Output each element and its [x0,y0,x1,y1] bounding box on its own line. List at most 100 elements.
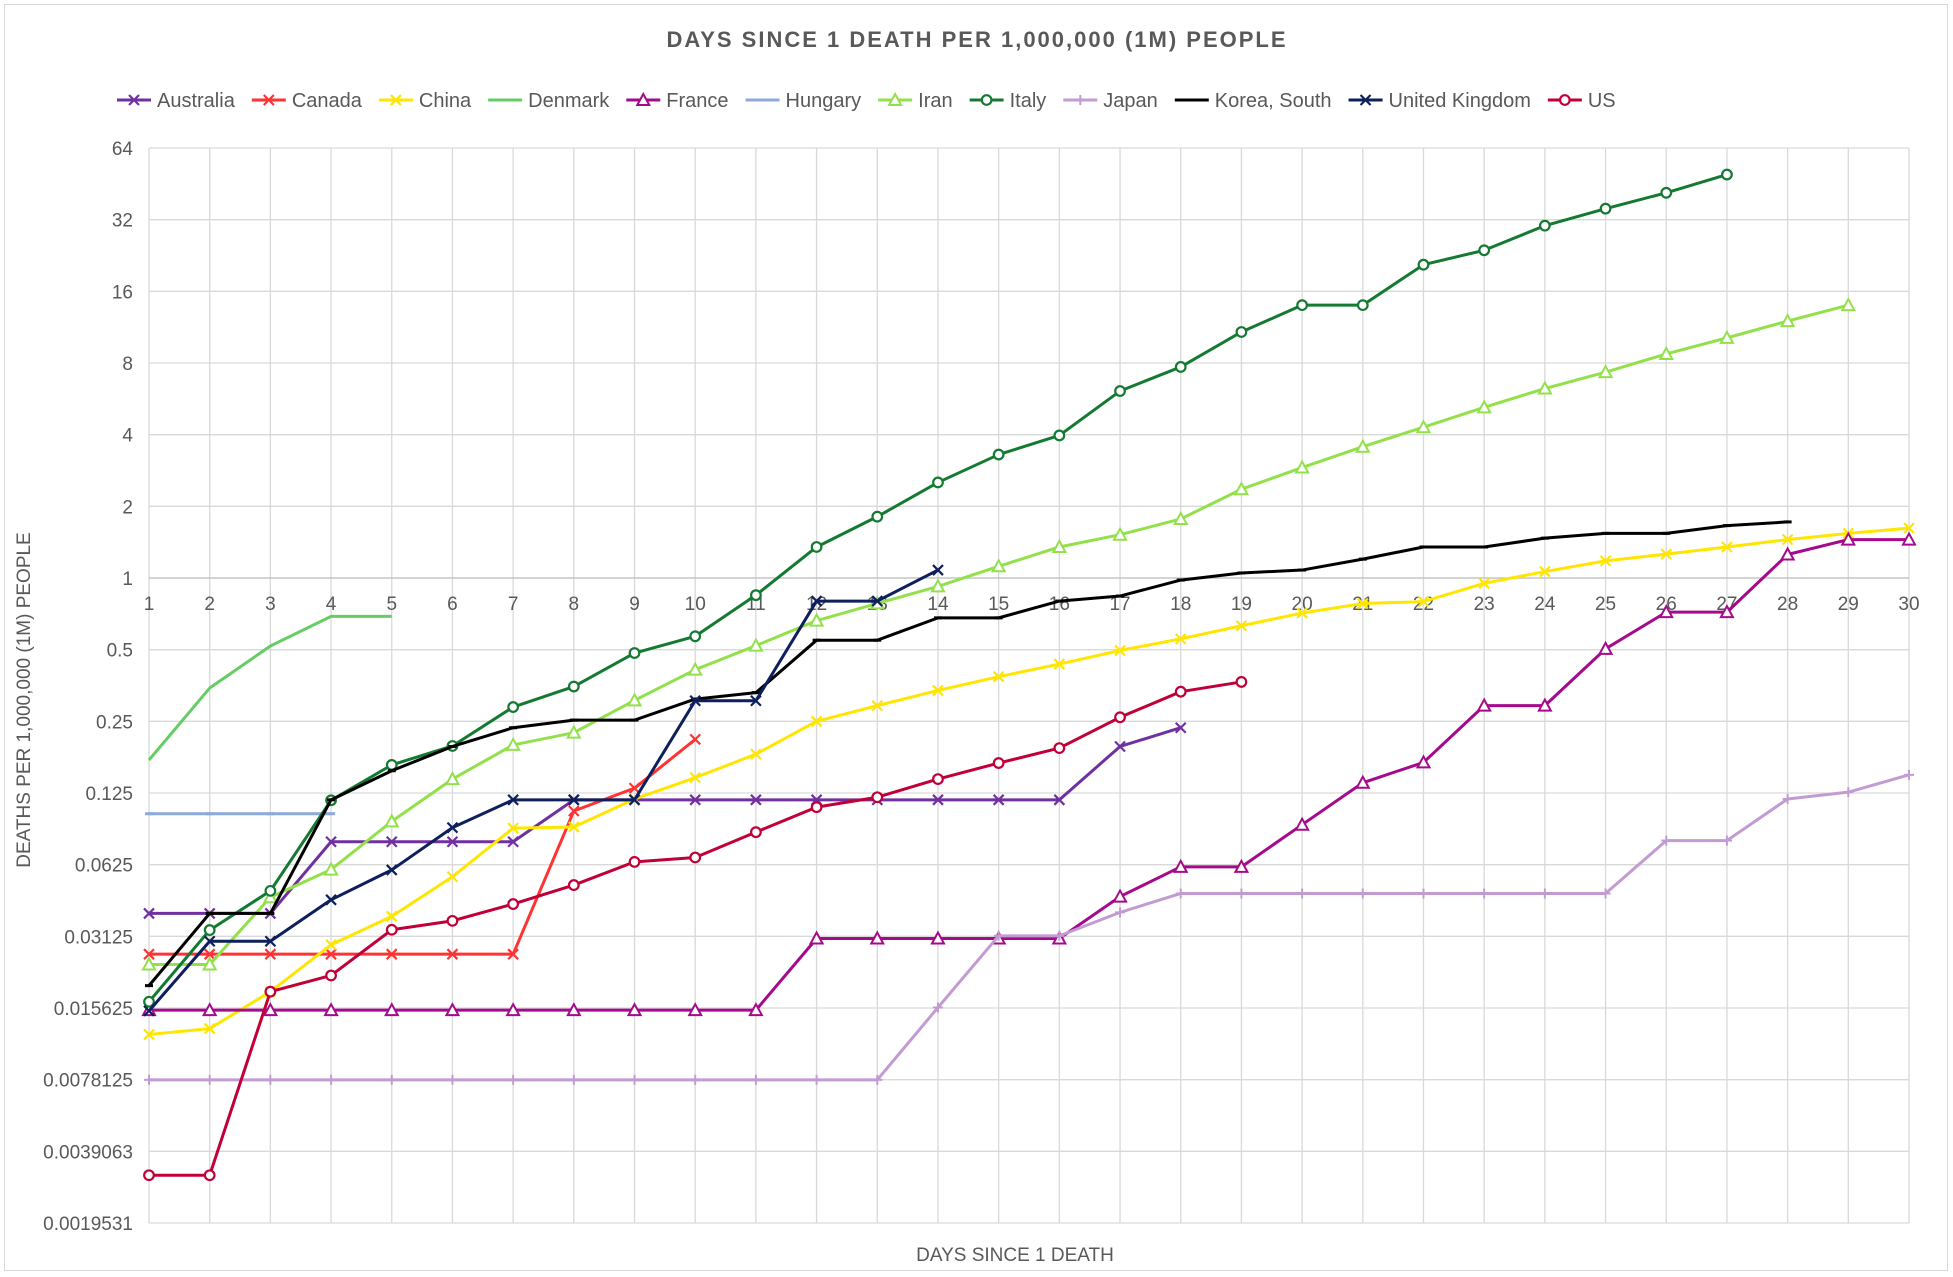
data-point-australia [446,835,459,848]
data-point-canada [568,805,580,817]
data-point-china [1781,533,1794,546]
legend-item-canada: Canada [251,90,363,112]
data-point-iran [748,637,764,652]
data-point-australia [143,907,155,920]
data-point-china [325,938,337,951]
legend-marker [1359,94,1372,106]
data-point-italy [1114,385,1126,397]
series-us [143,676,1248,1182]
data-point-us [325,969,337,982]
x-tick-label: 5 [386,594,397,615]
chart-title: DAYS SINCE 1 DEATH PER 1,000,000 (1M) PE… [666,27,1287,52]
data-point-china [143,1028,155,1041]
x-tick-label: 7 [508,594,519,615]
y-tick-label: 0.0039063 [43,1142,133,1163]
y-tick-label: 0.0625 [75,856,133,877]
data-point-australia [1114,740,1126,753]
data-point-australia [689,794,701,806]
data-point-france [808,930,825,945]
data-point-china [1903,522,1915,534]
data-point-australia [507,835,519,848]
data-point-us [1114,711,1126,724]
data-point-iran [323,861,339,876]
data-point-japan [1479,888,1490,899]
data-point-china [385,910,398,923]
data-point-australia [385,835,398,848]
data-point-france [1901,531,1917,546]
x-tick-label: 4 [326,594,337,615]
y-tick-label: 8 [122,354,133,375]
data-point-us [567,879,580,891]
data-point-china [1114,644,1126,657]
x-tick-label: 24 [1534,594,1556,615]
x-tick-label: 10 [685,594,706,615]
legend-marker [390,94,402,106]
data-point-united-kingdom [203,935,216,948]
data-point-china [871,699,884,712]
data-point-italy [1356,299,1369,312]
data-point-china [568,821,580,833]
data-point-iran [1658,345,1674,360]
data-point-australia [932,794,944,806]
data-point-china [1539,565,1551,578]
x-tick-label: 15 [988,594,1009,615]
data-point-china [992,670,1005,683]
data-point-italy [871,510,884,523]
data-point-france [323,1002,339,1017]
legend-label: United Kingdom [1389,90,1531,112]
y-tick-label: 0.5 [107,641,133,662]
data-point-italy [1721,168,1733,181]
data-point-france [1173,858,1189,873]
data-point-us [507,898,520,910]
x-tick-label: 17 [1109,594,1130,615]
data-point-iran [626,692,643,707]
y-axis-tick-labels: 64 32 16 8 4 2 1 0.5 0.25 0.125 0.0625 0.03125 0.015… [43,139,133,1235]
data-point-united-kingdom [325,894,337,906]
data-point-italy [1053,429,1066,442]
data-point-france [1840,531,1856,546]
data-point-italy [1174,361,1187,373]
y-tick-label: 0.015625 [54,999,133,1020]
data-point-us [1053,742,1066,754]
data-point-japan [1539,888,1550,899]
x-tick-label: 2 [204,594,215,615]
data-point-canada [325,948,337,960]
legend-label: Italy [1010,90,1047,112]
data-point-iran [1476,399,1492,414]
data-point-iran [1415,419,1432,434]
legend: Australia Canada China Denmark France Hungary… [117,90,1616,112]
data-point-canada [203,948,216,960]
data-point-japan [1782,793,1793,804]
data-point-italy [749,589,762,602]
series-line-united-kingdom [147,568,939,1012]
data-point-china [1053,658,1066,670]
series-line-canada [149,738,697,956]
x-tick-label: 30 [1898,594,1919,615]
legend-item-italy: Italy [969,90,1047,112]
legend-marker [1075,95,1086,105]
data-point-us [203,1169,216,1182]
data-point-italy [1296,299,1309,312]
series-line-korea-south [147,520,1788,987]
x-tick-label: 23 [1474,594,1495,615]
data-point-us [385,923,398,936]
data-point-japan [750,1074,761,1085]
data-point-iran [566,724,582,739]
data-point-japan [811,1074,822,1085]
data-point-iran [1294,459,1310,474]
x-axis-tick-labels: 1234567891011121314151617181920212223242… [144,594,1920,615]
data-point-canada [628,782,641,794]
data-point-france [202,1002,218,1017]
data-point-japan [386,1074,397,1085]
data-point-japan [1904,769,1914,780]
data-point-japan [1600,888,1611,899]
legend-item-iran: Iran [878,90,953,112]
data-point-italy [1235,326,1248,338]
data-point-united-kingdom [810,595,823,607]
legend-item-australia: Australia [117,90,236,112]
data-point-iran [687,661,703,676]
data-point-iran [1719,329,1735,344]
legend-label: Iran [918,90,952,112]
series-china [143,522,1915,1041]
y-tick-label: 0.125 [85,784,133,805]
